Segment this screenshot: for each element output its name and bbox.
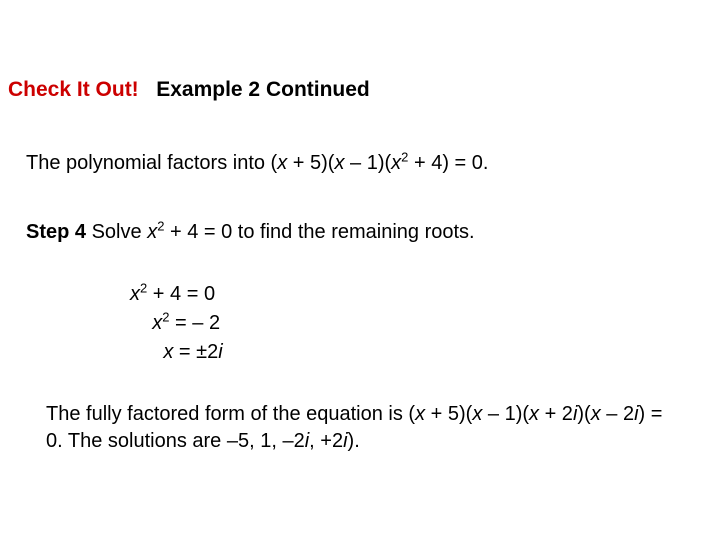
text: Solve (86, 221, 147, 243)
var-x: x (334, 152, 344, 174)
text: = ±2 (173, 341, 218, 363)
var-x: x (277, 152, 287, 174)
text: + 4) = 0. (408, 152, 488, 174)
equation-block: x2 + 4 = 0 x2 = – 2 x = ±2i (130, 280, 223, 367)
text: , +2 (309, 430, 343, 452)
text: = – 2 (169, 312, 220, 334)
pad (130, 341, 163, 363)
var-i: i (218, 341, 222, 363)
factored-sentence: The polynomial factors into (x + 5)(x – … (26, 152, 488, 175)
var-x: x (472, 403, 482, 425)
text: ). (348, 430, 360, 452)
text: + 5)( (287, 152, 334, 174)
conclusion-paragraph: The fully factored form of the equation … (46, 401, 666, 455)
text: – 1)( (344, 152, 391, 174)
text: – 2 (601, 403, 634, 425)
slide-header: Check It Out! Example 2 Continued (8, 78, 370, 102)
var-x: x (415, 403, 425, 425)
var-x: x (152, 312, 162, 334)
equation-row-1: x2 + 4 = 0 (130, 280, 223, 309)
text: – 1)( (482, 403, 529, 425)
var-x: x (391, 152, 401, 174)
var-x: x (163, 341, 173, 363)
text: The fully factored form of the equation … (46, 403, 415, 425)
text: + 4 = 0 to find the remaining roots. (164, 221, 474, 243)
text: )( (577, 403, 590, 425)
text: + 4 = 0 (147, 283, 215, 305)
step-label: Step 4 (26, 221, 86, 243)
var-x: x (147, 221, 157, 243)
header-example: Example 2 Continued (156, 78, 370, 101)
text: + 2 (539, 403, 573, 425)
equation-row-2: x2 = – 2 (130, 309, 223, 338)
equation-row-3: x = ±2i (130, 338, 223, 367)
pad (130, 312, 152, 334)
text: The polynomial factors into ( (26, 152, 277, 174)
var-x: x (130, 283, 140, 305)
var-x: x (591, 403, 601, 425)
text: + 5)( (425, 403, 472, 425)
header-checkitout: Check It Out! (8, 78, 139, 101)
step4-sentence: Step 4 Solve x2 + 4 = 0 to find the rema… (26, 221, 475, 244)
var-x: x (529, 403, 539, 425)
